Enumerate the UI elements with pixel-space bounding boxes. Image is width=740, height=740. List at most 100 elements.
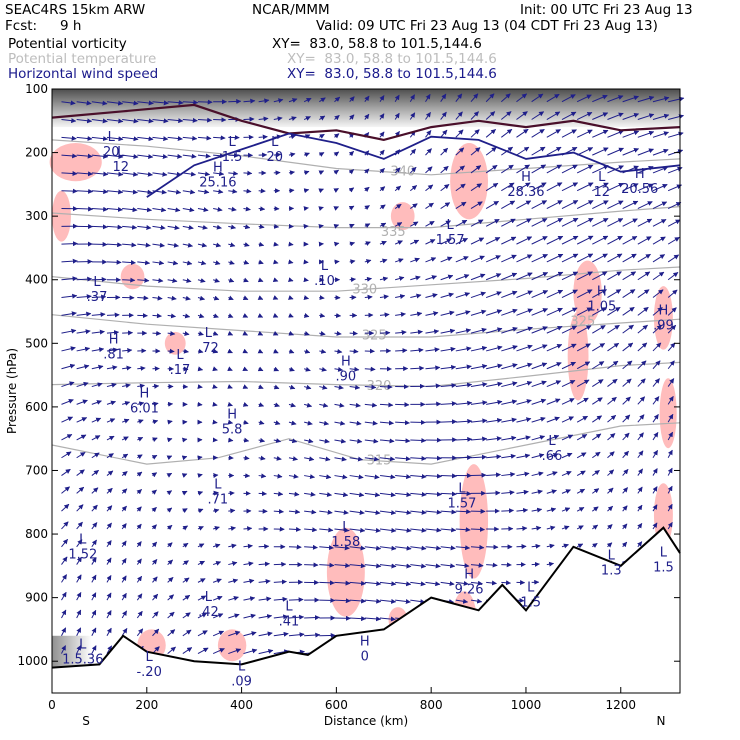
pv-fill-region — [653, 286, 673, 350]
wind-vector — [137, 365, 146, 371]
wind-vector — [243, 648, 258, 655]
wind-vector — [152, 313, 162, 319]
wind-vector — [197, 473, 203, 479]
wind-vector — [167, 542, 173, 548]
wind-vector — [394, 222, 403, 227]
extremum-value: 1.05 — [587, 300, 616, 315]
wind-vector — [440, 111, 447, 120]
wind-vector — [76, 627, 82, 637]
wind-vector — [395, 563, 412, 569]
wind-vector — [440, 563, 456, 569]
wind-vector — [288, 313, 294, 318]
extremum-value: 1.5 — [520, 595, 541, 610]
wind-vector — [257, 330, 264, 336]
model-title: SEAC4RS 15km ARW — [5, 2, 146, 18]
wind-vector — [501, 345, 518, 352]
wind-vector — [152, 207, 167, 213]
wind-vector — [137, 260, 151, 266]
wind-vector — [592, 325, 606, 334]
wind-vector — [607, 306, 621, 316]
extremum-marker: L — [608, 548, 616, 563]
wind-vector — [288, 241, 294, 247]
wind-vector — [395, 527, 412, 533]
wind-vector — [379, 95, 385, 102]
wind-vector — [364, 294, 373, 300]
wind-vector — [318, 170, 325, 176]
wind-vector — [242, 384, 249, 389]
wind-vector — [273, 259, 279, 265]
wind-vector — [395, 276, 405, 281]
wind-vector — [455, 328, 472, 334]
wind-vector — [576, 397, 589, 405]
wind-vector — [106, 400, 116, 406]
wind-vector — [501, 290, 518, 299]
wind-vector — [76, 364, 90, 370]
wind-vector — [151, 507, 157, 513]
wind-vector — [470, 129, 480, 138]
wind-vector — [470, 93, 479, 103]
wind-vector — [546, 561, 555, 567]
wind-vector — [440, 545, 456, 551]
y-axis-label: Pressure (hPa) — [5, 348, 19, 434]
extremum-value: .41 — [279, 614, 300, 629]
wind-vector — [152, 278, 164, 283]
wind-vector — [486, 417, 503, 423]
wind-vector — [455, 310, 471, 316]
x-tick-label: 800 — [420, 698, 443, 712]
wind-vector — [61, 100, 76, 106]
wind-vector — [501, 399, 518, 405]
wind-vector — [136, 523, 142, 530]
wind-vector — [425, 148, 432, 156]
wind-vector — [379, 294, 389, 300]
pv-fill-region — [450, 143, 489, 220]
wind-vector — [334, 313, 342, 318]
surface-shading — [52, 635, 92, 668]
wind-vector — [455, 219, 468, 227]
wind-vector — [455, 364, 472, 370]
wind-vector — [167, 629, 176, 637]
wind-vector — [258, 98, 270, 104]
wind-vector — [379, 492, 396, 498]
wind-vector — [167, 295, 177, 301]
wind-vector — [364, 492, 381, 498]
wind-vector — [227, 384, 233, 389]
wind-vector — [167, 242, 179, 248]
wind-vector — [501, 218, 516, 227]
wind-vector — [364, 384, 377, 390]
wind-vector — [152, 419, 159, 425]
wind-vector — [182, 331, 190, 336]
wind-vector — [212, 630, 225, 637]
wind-vector — [485, 182, 499, 192]
wind-vector — [228, 630, 241, 637]
wind-vector — [546, 434, 560, 441]
wind-vector — [395, 312, 406, 317]
wind-vector — [319, 438, 330, 444]
wind-vector — [288, 348, 295, 354]
extremum-marker: L — [228, 135, 236, 150]
wind-vector — [303, 170, 310, 176]
wind-vector — [197, 207, 209, 213]
wind-vector — [304, 509, 317, 515]
wind-vector — [561, 416, 574, 423]
wind-vector — [486, 562, 498, 568]
wind-vector — [122, 100, 139, 106]
wind-vector — [516, 507, 529, 513]
wind-vector — [516, 471, 530, 477]
wind-vector — [167, 594, 174, 601]
wind-vector — [228, 224, 237, 230]
wind-vector — [228, 613, 240, 619]
wind-vector — [455, 201, 467, 209]
wind-vector — [136, 610, 143, 619]
wind-vector — [592, 147, 609, 156]
wind-vector — [304, 615, 320, 621]
wind-vector — [228, 578, 239, 584]
wind-vector — [546, 271, 564, 281]
wind-vector — [213, 135, 226, 141]
wind-vector — [76, 294, 92, 300]
wind-vector — [576, 525, 584, 531]
wind-vector — [516, 435, 531, 441]
wind-vector — [121, 575, 127, 583]
wind-vector — [243, 224, 251, 230]
wind-vector — [546, 344, 563, 352]
wind-vector — [546, 452, 559, 459]
